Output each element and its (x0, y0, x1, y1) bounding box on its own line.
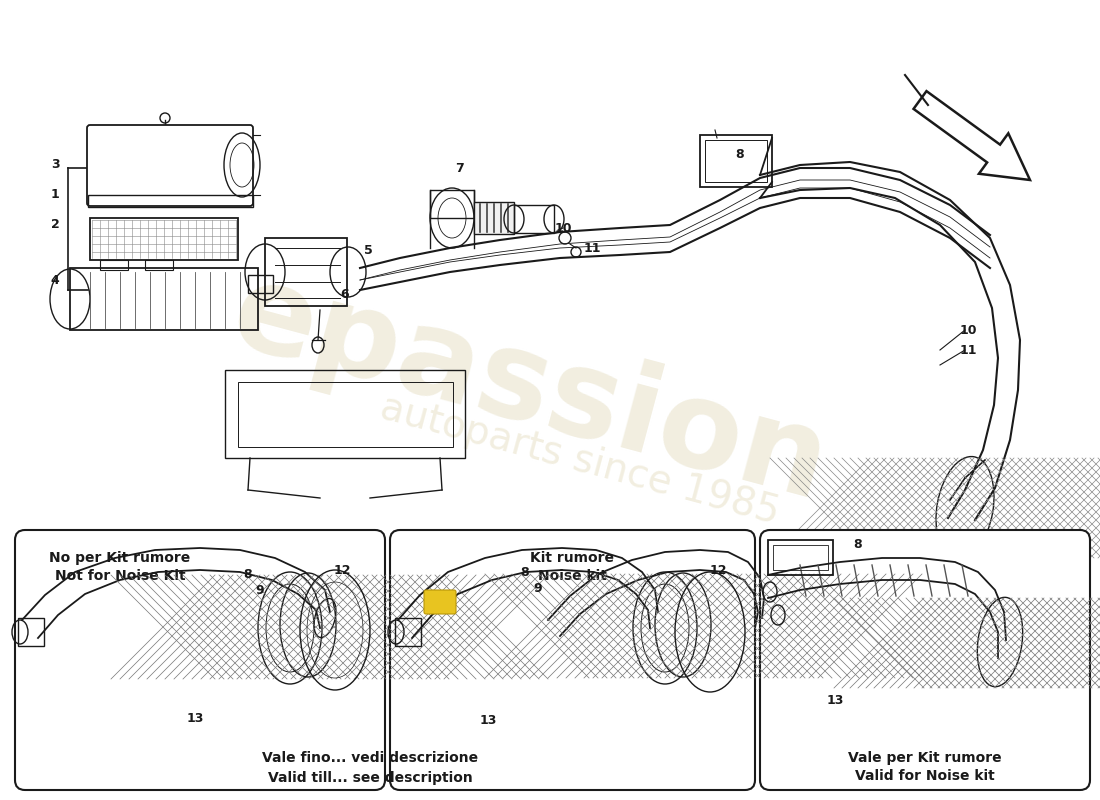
FancyBboxPatch shape (424, 590, 456, 614)
Text: No per Kit rumore: No per Kit rumore (50, 551, 190, 565)
Text: autoparts since 1985: autoparts since 1985 (376, 388, 784, 532)
FancyBboxPatch shape (15, 530, 385, 790)
Text: 1: 1 (51, 189, 59, 202)
Text: Vale fino... vedi descrizione: Vale fino... vedi descrizione (262, 751, 478, 765)
Bar (768, 540, 833, 575)
Text: 3: 3 (51, 158, 59, 171)
Bar (145, 260, 173, 270)
Bar (100, 260, 128, 270)
Bar (88, 195, 253, 207)
FancyBboxPatch shape (87, 125, 253, 206)
Bar (700, 135, 772, 187)
Text: 10: 10 (959, 323, 977, 337)
Text: epassion: epassion (220, 254, 840, 526)
FancyBboxPatch shape (390, 530, 755, 790)
Bar (430, 190, 474, 218)
Bar (705, 140, 767, 182)
Text: 5: 5 (364, 243, 373, 257)
Bar (70, 268, 258, 330)
Text: 13: 13 (186, 711, 204, 725)
Bar (395, 618, 421, 646)
Bar (248, 275, 273, 293)
Bar (514, 205, 554, 233)
Bar (90, 218, 238, 260)
Bar (265, 238, 346, 306)
Text: 11: 11 (959, 343, 977, 357)
Text: 13: 13 (826, 694, 844, 706)
Text: Kit rumore: Kit rumore (530, 551, 614, 565)
Text: 11: 11 (583, 242, 601, 254)
Bar (18, 618, 44, 646)
Bar (226, 370, 465, 458)
Text: 9: 9 (534, 582, 542, 594)
Text: 6: 6 (341, 289, 350, 302)
Text: 2: 2 (51, 218, 59, 231)
Text: 13: 13 (480, 714, 497, 726)
Bar (773, 545, 828, 570)
Text: 8: 8 (854, 538, 862, 551)
Text: 9: 9 (255, 583, 264, 597)
Text: 10: 10 (554, 222, 572, 234)
Text: 7: 7 (455, 162, 464, 174)
Text: 8: 8 (520, 566, 529, 578)
Text: 12: 12 (710, 563, 727, 577)
FancyBboxPatch shape (760, 530, 1090, 790)
Text: Not for Noise Kit: Not for Noise Kit (55, 569, 185, 583)
Text: 12: 12 (333, 563, 351, 577)
Bar (238, 382, 453, 447)
Text: Noise kit: Noise kit (538, 569, 606, 583)
Bar (474, 202, 514, 234)
Text: 8: 8 (244, 567, 252, 581)
FancyArrow shape (913, 91, 1030, 180)
Text: Valid till... see description: Valid till... see description (267, 771, 472, 785)
Text: 4: 4 (51, 274, 59, 286)
Text: Valid for Noise kit: Valid for Noise kit (855, 769, 994, 783)
Text: Vale per Kit rumore: Vale per Kit rumore (848, 751, 1002, 765)
Text: 8: 8 (736, 149, 745, 162)
